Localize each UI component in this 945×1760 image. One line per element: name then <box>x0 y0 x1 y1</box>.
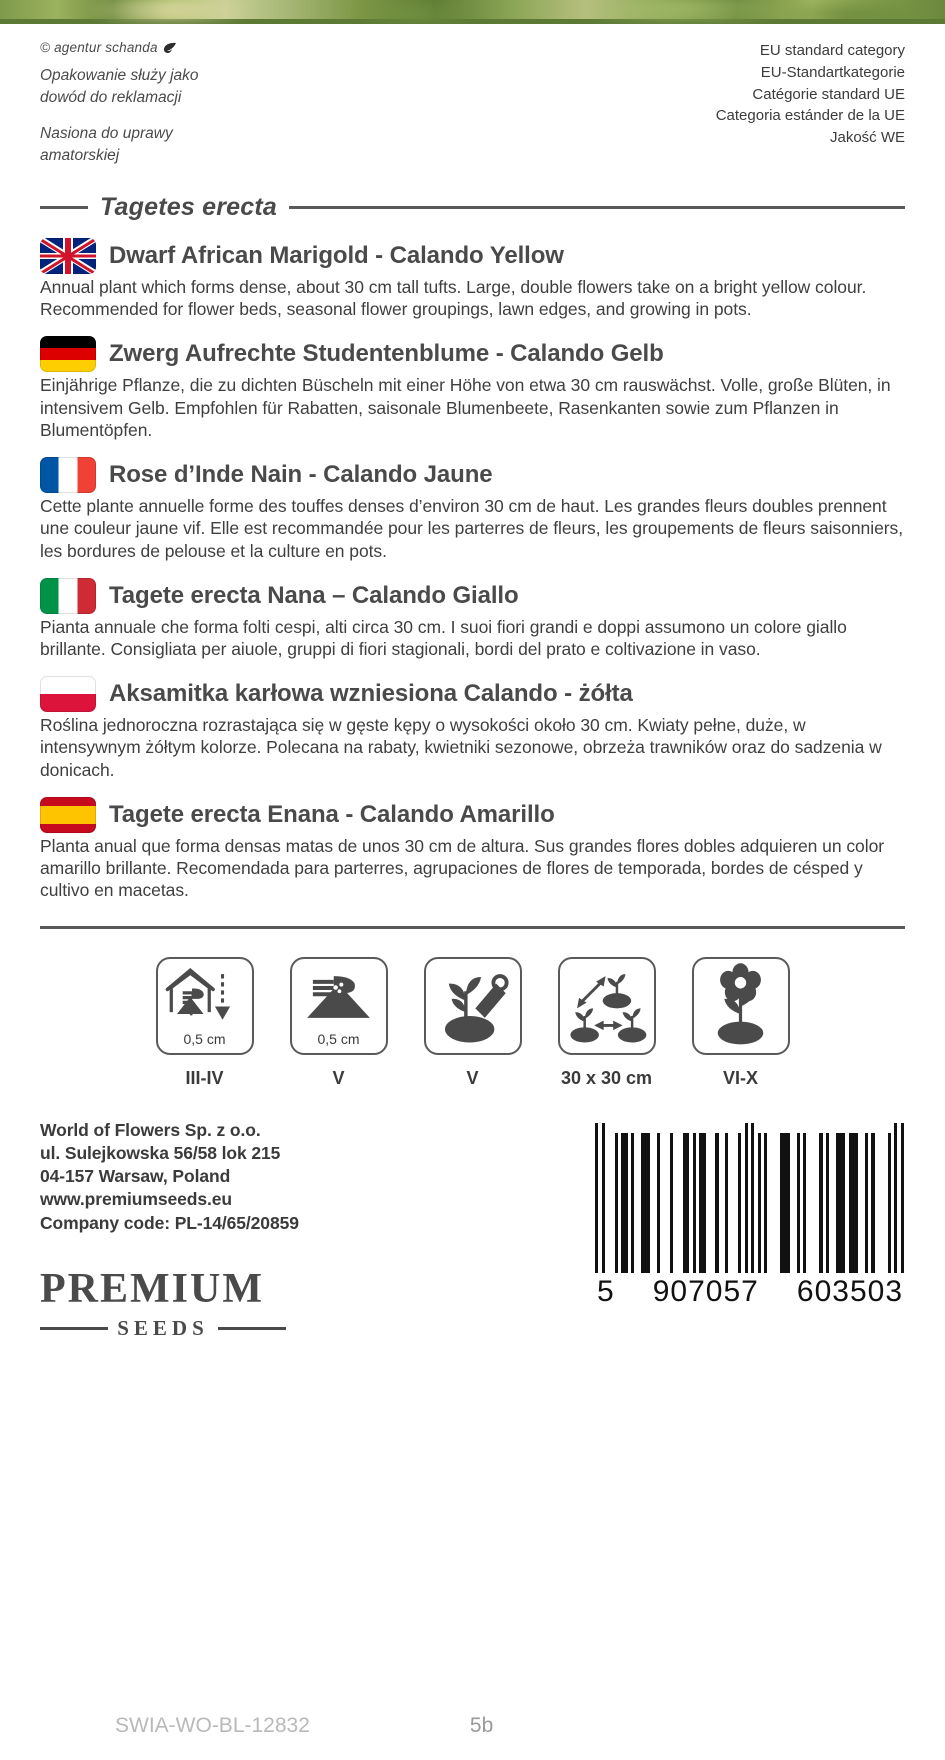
pictogram-label-5: VI-X <box>722 1067 758 1088</box>
species-rule-right <box>288 206 905 209</box>
pictogram-sow-under-cover: 0,5 cm III-IV <box>155 956 254 1089</box>
language-block-it: Tagete erecta Nana – Calando Giallo Pian… <box>40 577 905 660</box>
italy-flag-icon <box>40 577 96 614</box>
pictogram-label-2: V <box>332 1067 345 1088</box>
barcode-digit-group-2: 907057 <box>652 1274 759 1308</box>
logo-rule-left <box>40 1327 109 1331</box>
language-block-en: Dwarf African Marigold - Calando Yellow … <box>40 238 905 320</box>
pictogram-label-4: 30 x 30 cm <box>560 1067 653 1088</box>
leaf-icon <box>163 42 176 53</box>
logo-rule-right <box>217 1327 287 1331</box>
variety-title-it: Tagete erecta Nana – Calando Giallo <box>109 581 519 609</box>
variety-description-pl: Roślina jednoroczna rozrastająca się w g… <box>40 715 882 780</box>
premium-seeds-logo: PREMIUM SEEDS <box>40 1265 299 1341</box>
variety-description-fr: Cette plante annuelle forme des touffes … <box>40 496 904 561</box>
flowering-icon <box>691 956 790 1055</box>
barcode-digit-group-1: 5 <box>597 1274 615 1308</box>
packaging-note-line-1: Opakowanie służy jako <box>40 67 199 84</box>
amateur-use-note-line-1: Nasiona do uprawy <box>40 125 173 142</box>
eu-category-block: EU standard category EU-Standartkategori… <box>716 40 905 149</box>
pictogram-transplant: V <box>423 956 522 1089</box>
variety-title-fr: Rose d’Inde Nain - Calando Jaune <box>109 460 493 488</box>
germany-flag-icon <box>40 336 96 373</box>
variety-title-es: Tagete erecta Enana - Calando Amarillo <box>109 800 555 828</box>
spain-flag-icon <box>40 796 96 833</box>
language-heading-de: Zwerg Aufrechte Studentenblume - Calando… <box>40 336 905 373</box>
variety-description-it: Pianta annuale che forma folti cespi, al… <box>40 616 847 659</box>
agency-credit-text: © agentur schanda <box>40 40 158 55</box>
language-block-de: Zwerg Aufrechte Studentenblume - Calando… <box>40 336 905 441</box>
variety-title-pl: Aksamitka karłowa wzniesiona Calando - ż… <box>109 679 633 707</box>
language-block-fr: Rose d’Inde Nain - Calando Jaune Cette p… <box>40 457 905 562</box>
sku-code: SWIA-WO-BL-12832 <box>115 1714 310 1737</box>
pictogram-flowering: VI-X <box>691 956 790 1089</box>
eu-category-line-de: EU-Standartkategorie <box>760 63 905 81</box>
eu-category-line-fr: Catégorie standard UE <box>752 85 905 103</box>
pictogram-label-1: III-IV <box>185 1067 224 1088</box>
spacing-icon <box>557 956 656 1055</box>
agency-credit: © agentur schanda <box>40 40 460 55</box>
barcode: 5 907057 603503 <box>595 1117 905 1309</box>
company-name: World of Flowers Sp. z o.o. <box>40 1119 261 1140</box>
logo-premium-text: PREMIUM <box>40 1265 264 1312</box>
packaging-note-line-2: dowód do reklamacji <box>40 89 182 106</box>
variety-description-en: Annual plant which forms dense, about 30… <box>40 277 867 320</box>
variety-description-es: Planta anual que forma densas matas de u… <box>40 835 885 901</box>
variety-title-en: Dwarf African Marigold - Calando Yellow <box>109 241 564 269</box>
variety-title-de: Zwerg Aufrechte Studentenblume - Calando… <box>109 340 664 368</box>
pictogram-sow-outdoors: 0,5 cm V <box>289 956 388 1089</box>
transplant-icon <box>423 956 522 1055</box>
language-heading-es: Tagete erecta Enana - Calando Amarillo <box>40 796 905 833</box>
pictogram-label-3: V <box>466 1067 479 1088</box>
packaging-note: Opakowanie służy jako dowód do reklamacj… <box>40 65 460 109</box>
eu-category-line-es: Categoria estánder de la UE <box>715 107 905 125</box>
section-divider <box>40 925 905 929</box>
species-rule-left <box>40 206 88 209</box>
barcode-digits: 5 907057 603503 <box>595 1275 905 1309</box>
page-footer: SWIA-WO-BL-12832 5b <box>0 1714 945 1738</box>
company-website[interactable]: www.premiumseeds.eu <box>40 1189 232 1210</box>
header-photo-strip <box>0 0 945 24</box>
sow-under-cover-icon: 0,5 cm <box>155 956 254 1055</box>
logo-seeds-text: SEEDS <box>117 1316 209 1341</box>
company-city: 04-157 Warsaw, Poland <box>40 1166 231 1187</box>
variety-description-de: Einjährige Pflanze, die zu dichten Büsch… <box>40 375 891 440</box>
company-street: ul. Sulejkowska 56/58 lok 215 <box>40 1142 281 1163</box>
header-left-column: © agentur schanda Opakowanie służy jako … <box>40 40 460 167</box>
sowing-depth-1: 0,5 cm <box>183 1030 226 1047</box>
language-heading-it: Tagete erecta Nana – Calando Giallo <box>40 577 905 614</box>
page-number: 5b <box>469 1714 494 1737</box>
company-code: Company code: PL-14/65/20859 <box>40 1212 299 1233</box>
language-block-pl: Aksamitka karłowa wzniesiona Calando - ż… <box>40 676 905 781</box>
language-heading-pl: Aksamitka karłowa wzniesiona Calando - ż… <box>40 676 905 713</box>
pictogram-spacing: 30 x 30 cm <box>557 956 656 1089</box>
language-heading-en: Dwarf African Marigold - Calando Yellow <box>40 238 905 274</box>
barcode-bars <box>595 1122 905 1273</box>
eu-category-line-pl: Jakość WE <box>829 129 905 146</box>
amateur-use-note-line-2: amatorskiej <box>40 147 120 164</box>
united-kingdom-flag-icon <box>40 238 96 274</box>
sow-outdoors-icon: 0,5 cm <box>289 956 388 1055</box>
logo-seeds-row: SEEDS <box>40 1316 287 1341</box>
footer-info-row: World of Flowers Sp. z o.o. ul. Sulejkow… <box>40 1117 905 1342</box>
amateur-use-note: Nasiona do uprawy amatorskiej <box>40 123 460 167</box>
language-heading-fr: Rose d’Inde Nain - Calando Jaune <box>40 457 905 494</box>
poland-flag-icon <box>40 676 96 713</box>
company-info: World of Flowers Sp. z o.o. ul. Sulejkow… <box>40 1117 299 1342</box>
species-title-row: Tagetes erecta <box>40 193 905 222</box>
sowing-depth-2: 0,5 cm <box>317 1030 360 1047</box>
language-block-es: Tagete erecta Enana - Calando Amarillo P… <box>40 796 905 902</box>
eu-category-line-en: EU standard category <box>759 42 905 59</box>
cultivation-pictogram-row: 0,5 cm III-IV 0,5 cm <box>40 956 905 1089</box>
species-latin-name: Tagetes erecta <box>100 193 277 221</box>
barcode-digit-group-3: 603503 <box>796 1274 903 1308</box>
header: © agentur schanda Opakowanie służy jako … <box>40 24 905 167</box>
france-flag-icon <box>40 457 96 494</box>
